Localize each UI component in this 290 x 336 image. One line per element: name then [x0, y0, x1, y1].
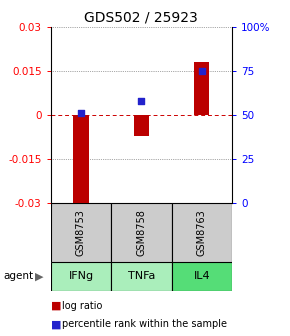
Bar — [172, 262, 232, 291]
Text: GSM8763: GSM8763 — [197, 209, 207, 256]
Text: log ratio: log ratio — [62, 301, 103, 311]
Point — [139, 98, 144, 103]
Text: ■: ■ — [51, 301, 61, 311]
Bar — [172, 203, 232, 262]
Bar — [51, 203, 111, 262]
Point — [79, 111, 83, 116]
Text: IL4: IL4 — [193, 271, 210, 281]
Bar — [134, 115, 149, 136]
Text: percentile rank within the sample: percentile rank within the sample — [62, 319, 227, 329]
Text: IFNg: IFNg — [68, 271, 93, 281]
Point — [200, 68, 204, 74]
Bar — [194, 62, 209, 115]
Bar — [111, 262, 172, 291]
Bar — [111, 203, 172, 262]
Text: ■: ■ — [51, 319, 61, 329]
Text: GSM8758: GSM8758 — [136, 209, 146, 256]
Title: GDS502 / 25923: GDS502 / 25923 — [84, 10, 198, 24]
Text: ▶: ▶ — [35, 271, 44, 281]
Text: agent: agent — [3, 271, 33, 281]
Bar — [51, 262, 111, 291]
Text: TNFa: TNFa — [128, 271, 155, 281]
Text: GSM8753: GSM8753 — [76, 209, 86, 256]
Bar — [73, 115, 88, 206]
